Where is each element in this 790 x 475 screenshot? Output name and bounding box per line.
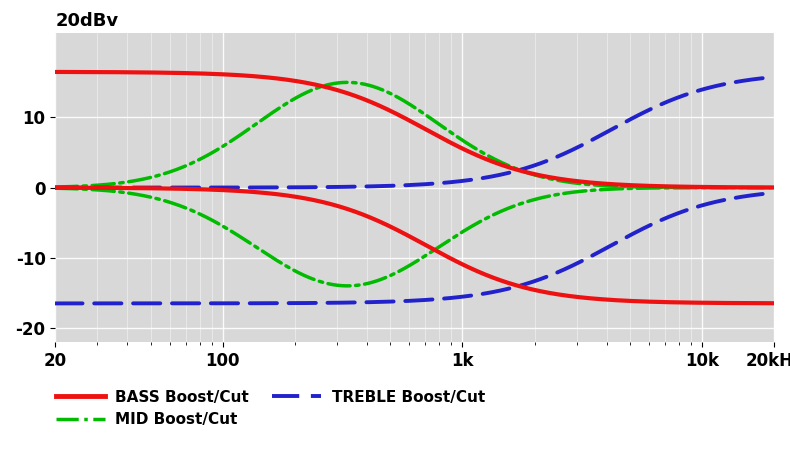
Text: 20dBv: 20dBv [55,12,118,30]
Legend: BASS Boost/Cut, MID Boost/Cut, TREBLE Boost/Cut: BASS Boost/Cut, MID Boost/Cut, TREBLE Bo… [56,390,485,428]
